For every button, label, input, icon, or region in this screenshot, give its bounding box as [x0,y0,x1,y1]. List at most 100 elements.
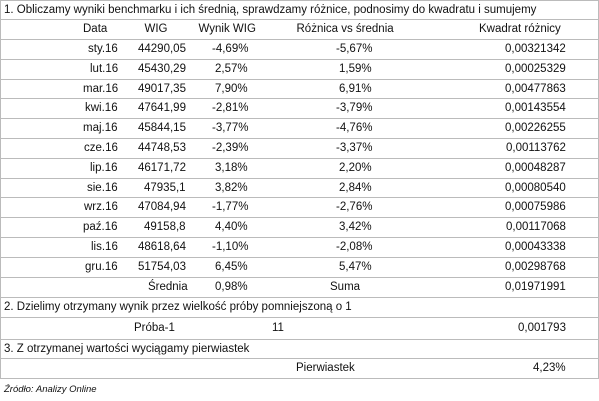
cell: 0,00321342 [505,42,566,55]
row-line [0,237,599,238]
cell: 4,40% [215,221,248,234]
summary-label: Suma [330,281,361,293]
cell: lut.16 [90,62,119,75]
row-line [0,0,599,1]
cell: -4,76% [336,122,373,135]
cell: 6,45% [215,260,248,273]
cell: 48618,64 [138,240,186,253]
cell: 0,00080540 [505,181,566,194]
section-title: 3. Z otrzymanej wartości wyciągamy pierw… [4,343,250,355]
cell: sty.16 [88,42,118,55]
cell: -2,76% [336,201,373,214]
cell: 3,18% [215,161,248,174]
cell: kwi.16 [85,102,118,115]
cell: 47641,99 [138,102,186,115]
section-title: 1. Obliczamy wyniki benchmarku i ich śre… [4,4,537,16]
row-line [0,98,599,99]
cell: 6,91% [339,82,372,95]
column-header: WIG [144,23,168,35]
row-label: Pierwiastek [296,362,355,374]
cell: 2,57% [215,62,248,75]
cell: 4,23% [533,362,566,374]
cell: 45844,15 [138,122,186,135]
cell: 44748,53 [138,141,186,154]
cell: 0,00113762 [506,141,566,154]
cell: 49158,8 [144,221,186,234]
row-line [0,39,599,40]
cell: 2,84% [339,181,372,194]
cell: 3,42% [339,221,372,234]
cell: -2,81% [212,102,249,115]
cell: -5,67% [336,42,373,55]
cell: 0,00226255 [505,122,566,135]
cell: lip.16 [90,161,118,174]
summary-value: 0,98% [215,281,248,293]
cell: 0,00143554 [505,102,566,115]
cell: 11 [272,322,284,334]
summary-value: 0,01971991 [505,281,566,293]
cell: 0,00298768 [505,260,566,273]
row-line [0,158,599,159]
cell: 44290,05 [138,42,186,55]
cell: sie.16 [87,181,118,194]
row-line [0,118,599,119]
cell: 47935,1 [144,181,186,194]
row-line [0,197,599,198]
cell: 0,00043338 [505,240,566,253]
cell: -2,39% [212,141,249,154]
column-header: Data [83,23,108,35]
cell: 49017,35 [138,82,186,95]
row-line [0,317,599,318]
row-line [0,277,599,278]
column-header: Kwadrat różnicy [479,23,561,35]
row-line [0,138,599,139]
cell: wrz.16 [84,201,118,214]
cell: 2,20% [339,161,372,174]
cell: mar.16 [83,82,119,95]
cell: gru.16 [85,260,118,273]
row-line [0,19,599,20]
cell: -1,10% [212,240,249,253]
row-line [0,178,599,179]
section-title: 2. Dzielimy otrzymany wynik przez wielko… [4,301,352,313]
cell: 1,59% [339,62,372,75]
cell: cze.16 [84,141,118,154]
source-note: Źródło: Analizy Online [4,384,97,395]
cell: -3,37% [336,141,373,154]
cell: paź.16 [83,221,118,234]
row-line [0,358,599,359]
column-header: Wynik WIG [198,23,256,35]
cell: 46171,72 [138,161,186,174]
cell: lis.16 [91,240,118,253]
column-header: Różnica vs średnia [296,23,394,35]
row-line [0,297,599,298]
cell: 5,47% [339,260,372,273]
row-line [0,339,599,340]
cell: 51754,03 [138,260,186,273]
cell: 47084,94 [138,201,186,214]
cell: 0,00117068 [506,221,566,234]
cell: 7,90% [215,82,248,95]
row-line [0,79,599,80]
row-line [0,59,599,60]
row-line [0,378,599,379]
cell: 0,001793 [518,322,566,334]
cell: -4,69% [212,42,249,55]
cell: 3,82% [215,181,248,194]
cell: 0,00025329 [505,62,566,75]
cell: -3,77% [212,122,249,135]
row-line [0,257,599,258]
cell: maj.16 [83,122,118,135]
border [0,0,1,379]
cell: 0,00477863 [505,82,566,95]
summary-label: Średnia [148,281,188,293]
cell: 0,00075986 [505,201,566,214]
cell: 45430,29 [138,62,186,75]
row-line [0,217,599,218]
cell: -2,08% [336,240,373,253]
cell: -3,79% [336,102,373,115]
cell: -1,77% [212,201,249,214]
row-label: Próba-1 [134,322,175,334]
cell: 0,00048287 [505,161,566,174]
